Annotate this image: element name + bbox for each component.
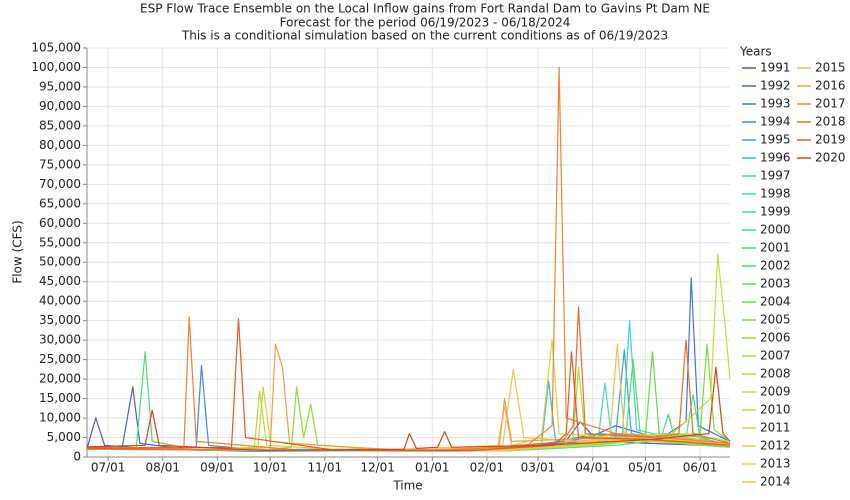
- legend-label: 2012: [760, 439, 791, 453]
- y-tick-label: 30,000: [39, 333, 81, 347]
- y-tick-label: 0: [73, 450, 81, 464]
- y-tick-label: 105,000: [31, 41, 81, 55]
- y-tick-label: 90,000: [39, 99, 81, 113]
- legend-label: 2016: [815, 79, 846, 93]
- y-tick-label: 80,000: [39, 138, 81, 152]
- y-tick-label: 85,000: [39, 118, 81, 132]
- y-tick-label: 100,000: [31, 60, 81, 74]
- x-tick-label: 02/01: [470, 461, 505, 475]
- legend-label: 2010: [760, 403, 791, 417]
- series-line: [86, 343, 731, 451]
- y-tick-label: 40,000: [39, 294, 81, 308]
- legend-label: 1999: [760, 205, 791, 219]
- x-tick-label: 08/01: [145, 461, 180, 475]
- x-tick-label: 07/01: [91, 461, 126, 475]
- x-tick-label: 06/01: [683, 461, 718, 475]
- y-axis-label: Flow (CFS): [11, 220, 25, 283]
- y-tick-label: 55,000: [39, 235, 81, 249]
- x-tick-label: 12/01: [360, 461, 395, 475]
- legend-label: 1997: [760, 169, 791, 183]
- legend-label: 1994: [760, 115, 791, 129]
- legend-label: 2020: [815, 151, 846, 165]
- y-tick-label: 5,000: [47, 430, 81, 444]
- y-tick-label: 75,000: [39, 157, 81, 171]
- legend-label: 2005: [760, 313, 791, 327]
- y-tick-label: 10,000: [39, 411, 81, 425]
- y-tick-label: 25,000: [39, 352, 81, 366]
- legend-label: 1998: [760, 187, 791, 201]
- legend-label: 1991: [760, 61, 791, 75]
- legend-label: 2002: [760, 259, 791, 273]
- legend-label: 2013: [760, 457, 791, 471]
- legend-label: 1993: [760, 97, 791, 111]
- y-tick-label: 50,000: [39, 255, 81, 269]
- legend-label: 2017: [815, 97, 846, 111]
- legend-label: 2008: [760, 367, 791, 381]
- y-tick-label: 60,000: [39, 216, 81, 230]
- legend-label: 2015: [815, 61, 846, 75]
- legend-label: 2003: [760, 277, 791, 291]
- legend-label: 2009: [760, 385, 791, 399]
- y-tick-label: 35,000: [39, 313, 81, 327]
- y-tick-label: 70,000: [39, 177, 81, 191]
- legend-label: 1992: [760, 79, 791, 93]
- series-line: [86, 253, 731, 452]
- legend-label: 2000: [760, 223, 791, 237]
- series-line: [86, 366, 731, 451]
- x-tick-label: 03/01: [521, 461, 556, 475]
- x-tick-label: 09/01: [200, 461, 235, 475]
- legend-label: 2006: [760, 331, 791, 345]
- legend-label: 2011: [760, 421, 791, 435]
- chart-subtitle: Forecast for the period 06/19/2023 - 06/…: [280, 16, 571, 30]
- y-tick-label: 45,000: [39, 274, 81, 288]
- x-tick-label: 04/01: [575, 461, 610, 475]
- series-line: [86, 318, 731, 451]
- y-tick-label: 20,000: [39, 372, 81, 386]
- chart-title: ESP Flow Trace Ensemble on the Local Inf…: [140, 2, 710, 16]
- x-axis-label: Time: [392, 479, 422, 493]
- x-tick-label: 05/01: [628, 461, 663, 475]
- legend-label: 1996: [760, 151, 791, 165]
- legend-label: 2014: [760, 475, 791, 489]
- y-tick-label: 15,000: [39, 391, 81, 405]
- x-tick-label: 01/01: [415, 461, 450, 475]
- legend-label: 2007: [760, 349, 791, 363]
- series-line: [86, 66, 731, 452]
- chart-subtitle: This is a conditional simulation based o…: [181, 29, 668, 43]
- x-tick-label: 10/01: [253, 461, 288, 475]
- legend-label: 2004: [760, 295, 791, 309]
- y-tick-label: 95,000: [39, 79, 81, 93]
- x-tick-label: 11/01: [308, 461, 343, 475]
- legend-label: 2018: [815, 115, 846, 129]
- legend-label: 2001: [760, 241, 791, 255]
- legend-label: 2019: [815, 133, 846, 147]
- legend-label: 1995: [760, 133, 791, 147]
- y-tick-label: 65,000: [39, 196, 81, 210]
- legend-title: Years: [739, 45, 772, 59]
